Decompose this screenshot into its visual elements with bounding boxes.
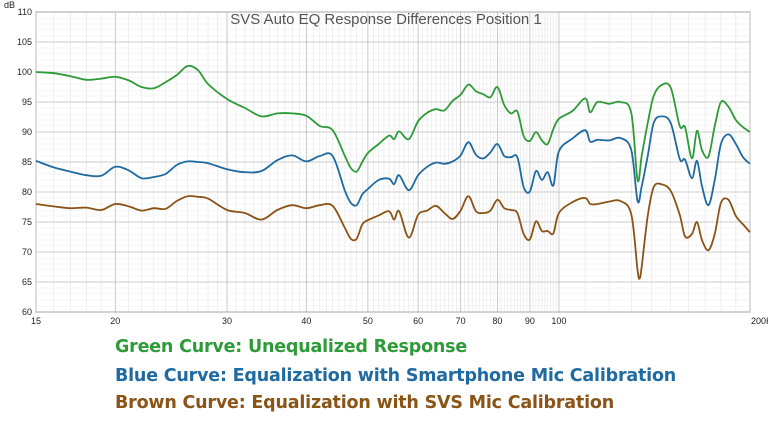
x-tick-label: 90 <box>525 316 535 326</box>
y-tick-label: 110 <box>18 7 32 17</box>
brown-response-curve <box>35 182 751 280</box>
tick-label-layer: 60 65 70 75 80 85 90 95 100 105 110 15 20 30 40 50 60 70 8… <box>17 7 768 326</box>
x-tick-label: 60 <box>413 316 423 326</box>
y-tick-label: 85 <box>22 157 32 167</box>
y-tick-label: 60 <box>22 307 32 317</box>
y-tick-label: 90 <box>22 127 32 137</box>
x-tick-label: 30 <box>222 316 232 326</box>
grid-layer <box>35 11 751 313</box>
y-tick-label: 65 <box>22 277 32 287</box>
y-tick-label: 95 <box>22 97 32 107</box>
x-tick-label: 200Hz <box>751 316 768 326</box>
legend-item-brown: Brown Curve: Equalization with SVS Mic C… <box>115 393 614 413</box>
x-tick-label: 40 <box>301 316 311 326</box>
x-tick-label: 100 <box>551 316 566 326</box>
x-tick-label: 70 <box>456 316 466 326</box>
blue-response-curve <box>35 115 751 207</box>
chart-title: SVS Auto EQ Response Differences Positio… <box>230 11 542 28</box>
y-tick-label: 105 <box>17 37 32 47</box>
series-layer <box>35 64 751 280</box>
green-response-curve <box>35 64 751 183</box>
y-axis-unit-label: dB <box>4 0 15 10</box>
y-tick-label: 80 <box>22 187 32 197</box>
x-tick-label: 15 <box>31 316 41 326</box>
x-tick-label: 80 <box>492 316 502 326</box>
legend-item-green: Green Curve: Unequalized Response <box>115 337 468 357</box>
x-tick-label: 50 <box>363 316 373 326</box>
y-tick-label: 100 <box>17 67 32 77</box>
y-tick-label: 70 <box>22 247 32 257</box>
x-tick-label: 20 <box>110 316 120 326</box>
y-tick-label: 75 <box>22 217 32 227</box>
legend-item-blue: Blue Curve: Equalization with Smartphone… <box>115 366 677 386</box>
